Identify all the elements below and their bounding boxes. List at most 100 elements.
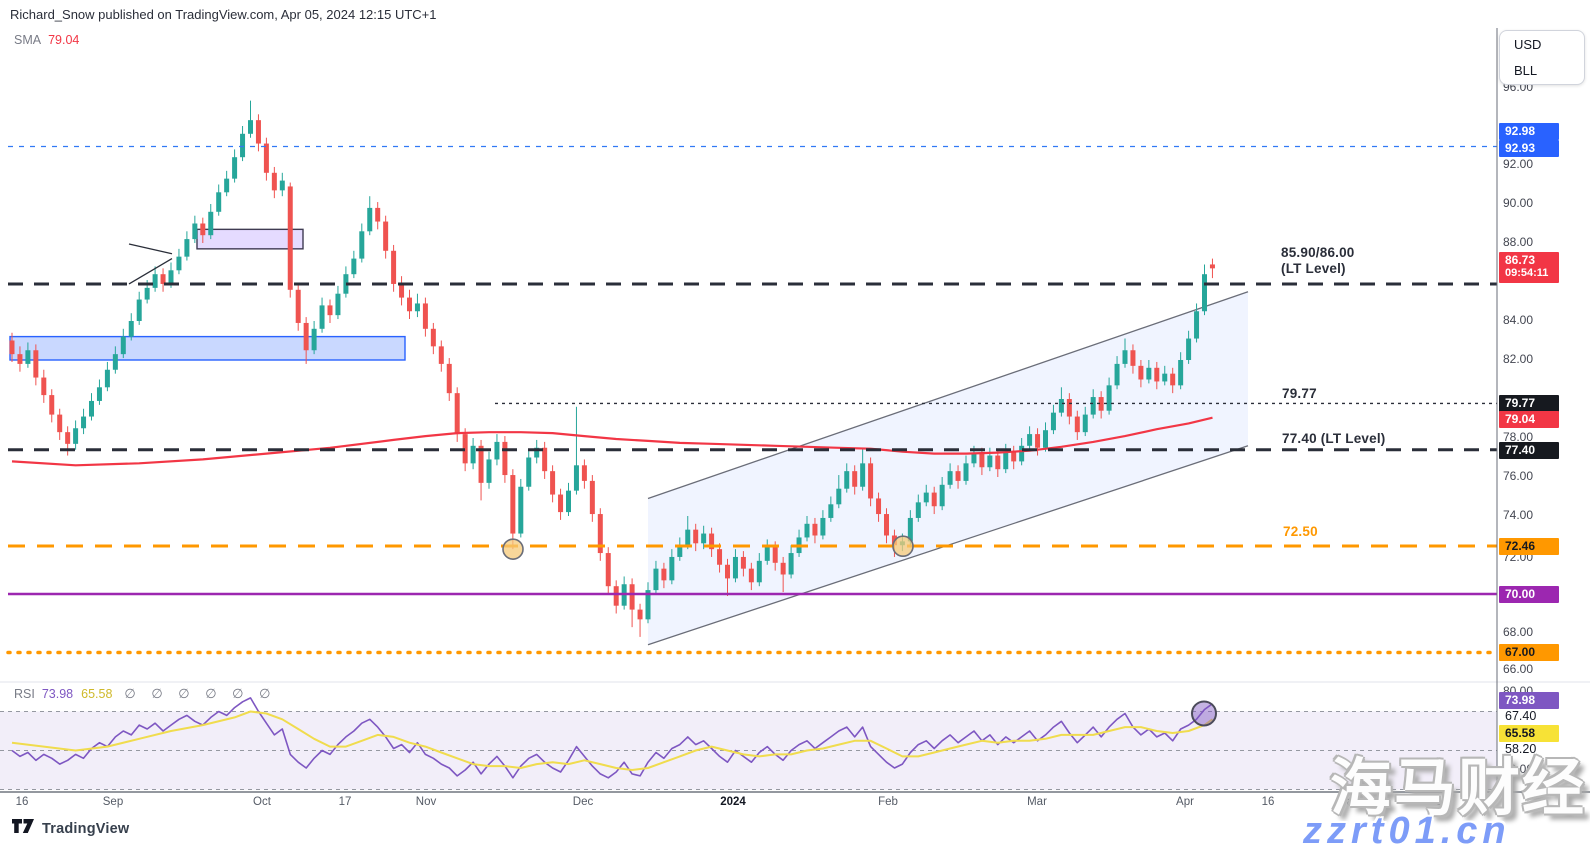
candle-body <box>876 498 882 515</box>
demand-zone-box[interactable] <box>9 335 406 361</box>
candle-body <box>375 207 381 222</box>
candle-body <box>740 556 746 569</box>
time-tick-May: May <box>1337 796 1359 808</box>
time-tick-Dec: Dec <box>572 796 594 808</box>
rsi-highlight-circle[interactable] <box>1191 700 1217 727</box>
candle-body <box>717 549 723 565</box>
candle-body <box>327 305 333 316</box>
trend-channel-fill[interactable] <box>648 291 1248 645</box>
axis-tick-74.00: 74.00 <box>1503 508 1534 522</box>
highlight-circle-1[interactable] <box>502 538 524 560</box>
candle-body <box>120 336 126 355</box>
candle-body <box>1194 311 1200 339</box>
candle-body <box>788 553 794 575</box>
time-tick-2024: 2024 <box>720 796 746 808</box>
rsi-ma-line[interactable] <box>11 710 1214 771</box>
candle-body <box>804 523 810 538</box>
candle-body <box>653 568 659 591</box>
annotation-1[interactable]: 85.90/86.00 <box>1281 245 1355 260</box>
candle-body <box>1035 434 1041 448</box>
highlight-circle-2[interactable] <box>892 535 914 558</box>
candle-body <box>518 486 524 534</box>
axis-tick-82.00: 82.00 <box>1503 352 1534 366</box>
candle-body <box>1090 397 1096 415</box>
candle-body <box>486 459 492 483</box>
tradingview-footer[interactable]: TradingView <box>12 819 129 839</box>
candle-body <box>573 465 579 491</box>
annotation-3[interactable]: 79.77 <box>1282 386 1317 401</box>
divergence-empty-icons: ∅ ∅ ∅ ∅ ∅ ∅ <box>124 686 277 701</box>
unit-option-bll[interactable]: BLL <box>1514 63 1538 78</box>
sma-line[interactable] <box>11 416 1213 467</box>
rsi-indicator-legend[interactable]: RSI 73.98 65.58 ∅ ∅ ∅ ∅ ∅ ∅ <box>14 686 276 702</box>
candle-body <box>57 414 63 433</box>
candle-body <box>907 517 913 542</box>
axis-badge-value: 58.20 <box>1505 742 1537 756</box>
candle-body <box>208 211 214 236</box>
candle-body <box>184 239 190 257</box>
currency-unit-selector[interactable]: USD BLL <box>1499 30 1585 85</box>
candle-body <box>248 120 253 134</box>
candle-body <box>534 447 540 458</box>
axis-tick-40.00: 40.00 <box>1503 762 1534 776</box>
candle-body <box>319 305 325 329</box>
candle-body <box>677 545 683 557</box>
candle-body <box>1162 373 1168 382</box>
candle-body <box>995 455 1001 470</box>
candle-body <box>295 289 301 323</box>
candle-body <box>709 533 715 550</box>
wedge-line-2[interactable] <box>128 258 173 285</box>
candle-body <box>407 297 412 312</box>
candle-body <box>979 453 985 468</box>
candle-body <box>510 475 516 534</box>
axis-tick-92.00: 92.00 <box>1503 157 1534 171</box>
sma-indicator-legend[interactable]: SMA 79.04 <box>14 33 79 47</box>
candle-body <box>359 231 365 259</box>
candle-body <box>732 556 738 579</box>
unit-option-usd[interactable]: USD <box>1514 37 1542 52</box>
candle-body <box>1186 338 1192 360</box>
trend-channel-top[interactable] <box>647 291 1249 500</box>
candle-body <box>128 321 134 337</box>
candle-body <box>160 274 166 284</box>
candle-body <box>49 395 55 415</box>
candle-body <box>884 514 889 536</box>
annotation-5[interactable]: 72.50 <box>1283 524 1318 539</box>
candle-body <box>669 556 675 581</box>
axis-badge-value: 70.00 <box>1499 586 1559 603</box>
axis-badge-value: 65.58 <box>1499 725 1559 742</box>
candle-body <box>168 270 174 284</box>
candle-body <box>192 223 198 240</box>
candle-body <box>852 471 858 487</box>
tradingview-brand-text: TradingView <box>42 821 130 837</box>
axis-tick-78.00: 78.00 <box>1503 430 1534 444</box>
candle-body <box>9 340 15 355</box>
candle-body <box>526 457 532 487</box>
candle-body <box>963 463 969 481</box>
candle-body <box>1154 367 1160 382</box>
candle-body <box>955 471 961 481</box>
candle-body <box>939 484 945 507</box>
candle-body <box>104 369 110 388</box>
candle-body <box>136 299 142 321</box>
candle-body <box>240 133 246 158</box>
candle-body <box>287 186 293 290</box>
candle-body <box>1106 385 1112 411</box>
wedge-line-1[interactable] <box>128 243 173 255</box>
candle-body <box>1098 397 1104 411</box>
candle-body <box>780 562 786 575</box>
candle-body <box>1146 367 1152 380</box>
candle-body <box>581 465 587 481</box>
annotation-2[interactable]: (LT Level) <box>1281 261 1346 276</box>
candle-body <box>1066 399 1072 417</box>
axis-badge-value: 72.46 <box>1499 538 1559 555</box>
candle-body <box>613 586 619 606</box>
annotation-4[interactable]: 77.40 (LT Level) <box>1282 431 1386 446</box>
candle-body <box>701 533 707 544</box>
candle-body <box>255 120 261 144</box>
candle-body <box>725 564 730 579</box>
candles-layer <box>9 100 1215 637</box>
candle-body <box>81 416 87 429</box>
candle-body <box>65 432 71 444</box>
